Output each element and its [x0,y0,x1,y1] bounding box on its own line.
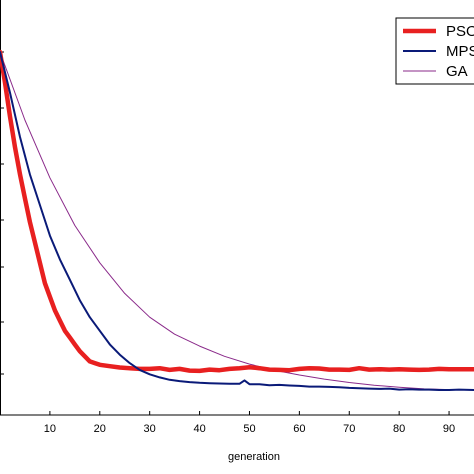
x-tick-label: 90 [443,423,455,435]
x-tick-label: 10 [44,423,56,435]
legend-label-pso: PSO [446,23,474,40]
x-tick-label: 80 [393,423,405,435]
x-axis-title: generation [228,451,280,463]
series-line-mpso [0,51,474,391]
series-line-pso [0,49,474,374]
x-tick-label: 30 [144,423,156,435]
legend-label-ga: GA [446,63,468,80]
legend-label-mpso: MPSO [446,43,474,60]
x-tick-label: 40 [193,423,205,435]
x-tick-label: 20 [94,423,106,435]
x-tick-label: 60 [293,423,305,435]
x-tick-label: 50 [243,423,255,435]
x-tick-label: 70 [343,423,355,435]
series-line-ga [0,51,474,391]
